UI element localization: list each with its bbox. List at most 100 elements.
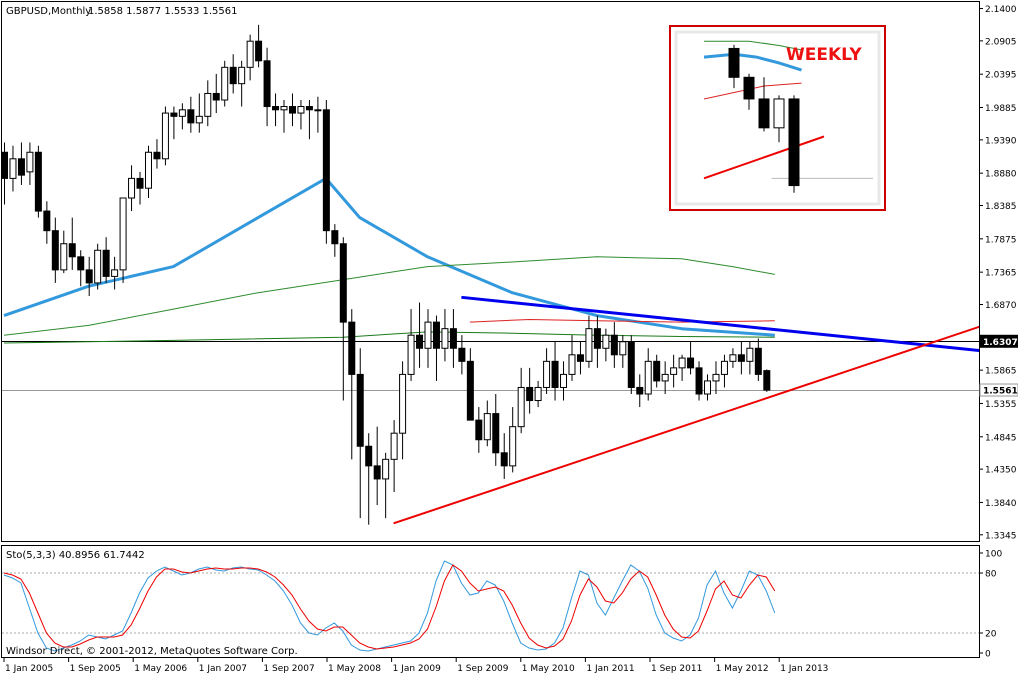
stochastic-signal-line xyxy=(3,564,776,650)
candle-body xyxy=(161,112,169,160)
candle xyxy=(322,100,330,244)
candle xyxy=(602,328,610,362)
price-tick-label: 1.5355 xyxy=(985,400,1017,410)
inset-candle-body xyxy=(773,98,785,129)
candle-body xyxy=(509,426,517,467)
candle xyxy=(119,197,127,283)
candle-body xyxy=(34,151,42,212)
candle-body xyxy=(128,177,136,199)
candle xyxy=(17,142,25,185)
candle-body xyxy=(416,334,424,349)
candle xyxy=(627,335,635,394)
candle xyxy=(695,361,703,401)
candle xyxy=(390,420,398,492)
candle-body xyxy=(526,386,534,402)
candle-body xyxy=(746,347,754,362)
candle xyxy=(670,354,678,388)
inset-candle-body xyxy=(743,76,755,100)
candle-body xyxy=(195,115,203,124)
candle xyxy=(432,315,440,381)
candle-body xyxy=(17,158,25,176)
ohlc-values: 1.5858 1.5877 1.5533 1.5561 xyxy=(88,6,238,17)
candle-body xyxy=(687,357,695,369)
candle-body xyxy=(407,334,415,375)
candle-body xyxy=(390,432,398,460)
candle-body xyxy=(144,151,152,189)
candle xyxy=(458,335,466,375)
candle xyxy=(339,237,347,401)
candle-body xyxy=(187,109,195,124)
candle-body xyxy=(670,367,678,375)
price-tick-label: 2.0395 xyxy=(985,71,1017,81)
stochastic-main-line xyxy=(3,560,776,652)
indicator-label: Sto(5,3,3) 40.8956 61.7442 xyxy=(6,550,145,561)
candle-body xyxy=(399,373,407,434)
stochastic-layer: 100 80 20 0 xyxy=(2,550,1002,660)
inset-candle-body xyxy=(758,98,770,129)
candle xyxy=(441,309,449,362)
inset-candle xyxy=(773,95,785,143)
candle-body xyxy=(297,106,305,114)
candle xyxy=(704,374,712,401)
candle xyxy=(136,171,144,205)
candle-body xyxy=(534,386,542,402)
candle xyxy=(272,93,280,127)
candle xyxy=(449,309,457,368)
candle xyxy=(314,96,322,133)
candle xyxy=(212,73,220,114)
candle-body xyxy=(119,197,127,271)
price-tick-label: 2.0905 xyxy=(985,37,1017,47)
moving-average-line xyxy=(3,176,775,337)
candle xyxy=(161,106,169,166)
time-tick-label: 1 Jan 2013 xyxy=(780,664,828,674)
candle xyxy=(399,361,407,460)
candle xyxy=(754,338,762,381)
time-tick-label: 1 Jan 2007 xyxy=(199,664,247,674)
stochastic-tick-label: 20 xyxy=(985,630,997,640)
candle xyxy=(144,145,152,198)
price-tick-label: 1.7365 xyxy=(985,269,1017,279)
candle-body xyxy=(314,109,322,112)
candle xyxy=(729,348,737,368)
candle xyxy=(348,309,356,460)
candle-body xyxy=(424,321,432,349)
price-tick-label: 1.6870 xyxy=(985,301,1017,311)
inset-trendline xyxy=(703,135,825,180)
candle-body xyxy=(238,66,246,85)
candle-body xyxy=(712,373,720,382)
price-marker-label: 1.6307 xyxy=(983,338,1018,348)
price-tick-label: 1.7875 xyxy=(985,235,1017,245)
moving-average-line xyxy=(3,256,775,336)
price-tick-label: 2.1400 xyxy=(985,5,1017,15)
candle xyxy=(102,237,110,283)
candle-body xyxy=(568,354,576,375)
indicator-panel-frame xyxy=(1,545,980,658)
trendline xyxy=(393,325,979,525)
candle-body xyxy=(136,177,144,189)
candle xyxy=(128,165,136,212)
candle xyxy=(619,335,627,368)
candle-body xyxy=(475,419,483,441)
candle xyxy=(551,341,559,401)
candle-body xyxy=(466,360,474,421)
candle xyxy=(475,407,483,453)
candle-body xyxy=(517,386,525,428)
candle-body xyxy=(170,112,178,117)
candle xyxy=(500,433,508,479)
candle xyxy=(68,217,76,270)
candle xyxy=(661,361,669,394)
candle xyxy=(509,407,517,473)
candle xyxy=(585,315,593,368)
candle-body xyxy=(661,373,669,382)
candle-body xyxy=(627,341,635,388)
candle xyxy=(466,348,474,421)
candle xyxy=(526,367,534,414)
candle-body xyxy=(729,354,737,362)
inset-chart-layer xyxy=(703,40,873,193)
candle xyxy=(263,47,271,127)
candle-body xyxy=(585,328,593,362)
candle xyxy=(636,374,644,408)
candle-body xyxy=(449,328,457,349)
axis-layer: 2.1400 2.0905 2.0395 1.9885 1.9390 1.8880 1.83… xyxy=(3,5,1018,674)
candle-body xyxy=(111,269,119,277)
